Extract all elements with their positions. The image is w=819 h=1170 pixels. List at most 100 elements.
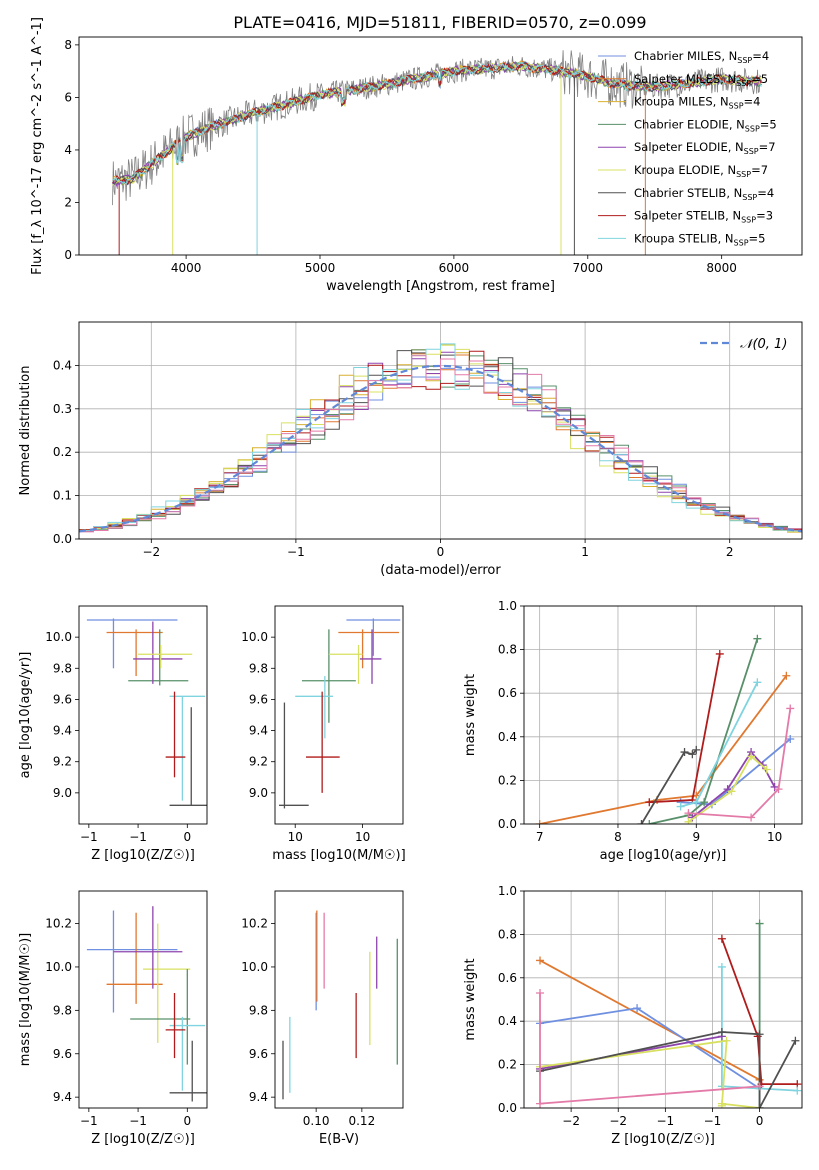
y-tick-label: 0.0 [498, 817, 517, 831]
plus-marker [791, 1036, 800, 1045]
y-tick-label: 9.4 [249, 724, 268, 738]
y-tick-label: 0.2 [53, 445, 72, 459]
plus-marker [727, 787, 736, 796]
y-tick-label: 8 [64, 38, 72, 52]
legend-entry: Salpeter MILES, NSSP=5 [634, 72, 768, 88]
y-tick-label: 10.0 [45, 630, 72, 644]
plus-marker [536, 988, 545, 997]
errorbar-point [169, 707, 207, 806]
y-tick-label: 9.6 [249, 1047, 268, 1061]
errorbar-point [138, 644, 193, 669]
plus-marker [692, 745, 701, 754]
legend-entry: 𝒩(0, 1) [740, 337, 787, 352]
x-axis-label: (data-model)/error [380, 563, 501, 578]
plus-marker [680, 748, 689, 757]
errorbar-point [169, 1016, 206, 1091]
x-tick-label: 5000 [305, 261, 336, 275]
model-fit-salpeter-stelib [112, 62, 762, 186]
x-tick-label: 8 [614, 830, 622, 844]
panel-weight_vs_Z: −2 −2 −1 −1 0 0.0 0.2 0.4 0.6 0.8 1.0 Z [log10(Z/Z☉… [463, 884, 803, 1147]
hist-salpeter-stelib [79, 350, 802, 531]
y-tick-label: 0.6 [498, 686, 517, 700]
x-tick-label: −1 [80, 830, 98, 844]
hist-kroupa-stelib [79, 343, 802, 532]
plus-marker [722, 1036, 731, 1045]
plus-marker [793, 1086, 802, 1095]
axes-frame [523, 605, 803, 825]
axes-frame [78, 605, 208, 825]
plus-marker [684, 817, 693, 824]
plus-marker [536, 956, 545, 965]
legend-entry: Salpeter ELODIE, NSSP=7 [634, 140, 776, 156]
errorbar-point [169, 1040, 207, 1102]
x-tick-label: −1 [287, 545, 305, 559]
errorbar-point [295, 676, 333, 739]
plot-area [86, 906, 207, 1102]
y-axis-label: mass weight [463, 958, 478, 1040]
errorbar-point [279, 702, 309, 809]
x-axis-label: E(B-V) [319, 1132, 359, 1147]
errorbar-point [305, 691, 340, 793]
y-tick-label: 9.6 [53, 692, 72, 706]
errorbar-point [86, 910, 178, 1013]
axes-frame [274, 890, 404, 1109]
plus-marker [715, 649, 724, 658]
y-tick-label: 6 [64, 90, 72, 104]
weight-line-salpeter-miles [539, 959, 761, 1081]
legend-entry: Chabrier MILES, NSSP=4 [634, 49, 769, 65]
y-tick-label: 0.1 [53, 489, 72, 503]
x-tick-label: −2 [142, 545, 160, 559]
y-tick-label: 0.0 [498, 1101, 517, 1115]
plot-area [79, 343, 802, 533]
x-axis-label: age [log10(age/yr)] [600, 848, 727, 863]
weight-line-kroupa-elodie [687, 755, 768, 823]
plot-area [282, 910, 398, 1100]
x-tick-label: 6000 [439, 261, 470, 275]
x-tick-label: 0 [183, 830, 191, 844]
legend: Chabrier MILES, NSSP=4 Salpeter MILES, NS… [598, 49, 777, 247]
y-axis-label: mass weight [463, 674, 478, 756]
panel-age_vs_mass: 10 10 9.0 9.2 9.4 9.6 9.8 10.0 mass [log10(M/M☉)… [241, 605, 406, 863]
plot-area [112, 50, 763, 255]
errorbar-point [143, 923, 191, 1043]
y-tick-label: 10.0 [45, 960, 72, 974]
x-tick-label: 10 [355, 830, 370, 844]
plus-marker [786, 734, 795, 743]
axes-frame [78, 36, 803, 256]
axes-frame [78, 321, 803, 540]
errorbar-point [128, 629, 189, 686]
y-tick-label: 0.4 [53, 358, 72, 372]
y-tick-label: 0.4 [498, 730, 517, 744]
x-axis-label: Z [log10(Z/Z☉)] [611, 1132, 715, 1147]
plus-marker [717, 934, 726, 943]
y-tick-label: 9.0 [249, 786, 268, 800]
x-tick-label: −1 [657, 1114, 675, 1128]
y-tick-label: 10.2 [45, 917, 72, 931]
x-tick-label: 7 [536, 830, 544, 844]
errorbar-point [165, 992, 186, 1059]
y-tick-label: 9.8 [53, 1003, 72, 1017]
y-axis-label: Normed distribution [18, 366, 33, 496]
x-axis-label: wavelength [Angstrom, rest frame] [326, 279, 555, 294]
y-axis-label: Flux [f_λ 10^-17 erg cm^-2 s^-1 A^-1] [30, 17, 45, 275]
figure-title: PLATE=0416, MJD=51811, FIBERID=0570, z=0… [233, 13, 646, 32]
weight-line-chabrier-stelib [640, 749, 697, 824]
plus-marker [755, 919, 764, 928]
plus-marker [753, 634, 762, 643]
errorbar-point [86, 618, 178, 669]
errorbar-point [328, 644, 363, 684]
weight-line-salpeter-elodie [539, 1035, 723, 1070]
y-tick-label: 1.0 [498, 884, 517, 898]
y-tick-label: 0.3 [53, 402, 72, 416]
x-tick-label: 10 [767, 830, 782, 844]
y-tick-label: 2 [64, 195, 72, 209]
y-tick-label: 0.4 [498, 1014, 517, 1028]
axes-frame [523, 890, 803, 1109]
panel-age_vs_Z: −1 −1 0 9.0 9.2 9.4 9.6 9.8 10.0 Z [log10(Z/Z☉)] a… [18, 605, 208, 863]
hist-pink [79, 355, 802, 533]
x-axis-label: Z [log10(Z/Z☉)] [91, 1132, 195, 1147]
plus-marker [762, 765, 771, 774]
errorbar-point [165, 691, 186, 778]
y-tick-label: 9.4 [53, 724, 72, 738]
